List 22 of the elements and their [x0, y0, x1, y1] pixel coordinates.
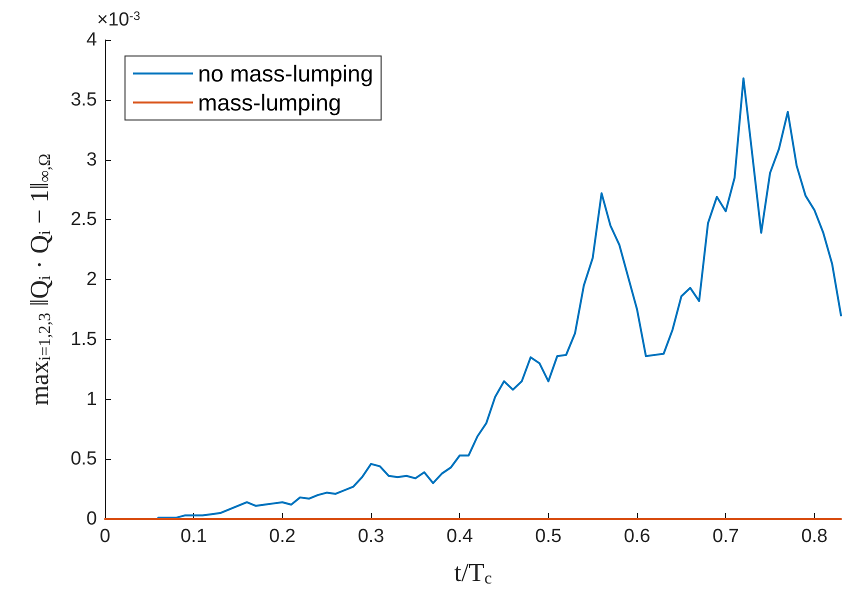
y-tick-label: 2 — [86, 269, 97, 290]
x-tick-label: 0.3 — [358, 526, 384, 547]
y-tick-label: 0 — [86, 508, 97, 530]
x-tick-label: 0.6 — [624, 526, 650, 547]
y-axis-title: maxi=1,2,3 ‖Qi · Qi − 1‖∞,Ω — [24, 154, 54, 406]
x-tick-label: 0.7 — [712, 526, 739, 547]
x-tick-label: 0.5 — [535, 526, 562, 547]
y-tick-label: 1.5 — [70, 328, 97, 350]
x-tick-label: 0.1 — [180, 526, 207, 547]
legend-label: no mass-lumping — [198, 60, 374, 86]
y-tick-label: 2.5 — [70, 209, 97, 230]
y-tick-label: 3.5 — [70, 89, 97, 110]
y-tick-label: 1 — [86, 388, 97, 410]
y-tick-label: 4 — [86, 30, 98, 50]
legend-label: mass-lumping — [198, 90, 342, 116]
y-tick-label: 0.5 — [70, 448, 97, 470]
x-tick-label: 0.2 — [269, 526, 296, 547]
x-tick-label: 0.8 — [801, 526, 828, 547]
x-axis-title: t/Tc — [454, 558, 492, 588]
x-tick-label: 0.4 — [446, 526, 474, 547]
x-tick-label: 0 — [100, 526, 110, 547]
y-tick-label: 3 — [86, 149, 97, 170]
